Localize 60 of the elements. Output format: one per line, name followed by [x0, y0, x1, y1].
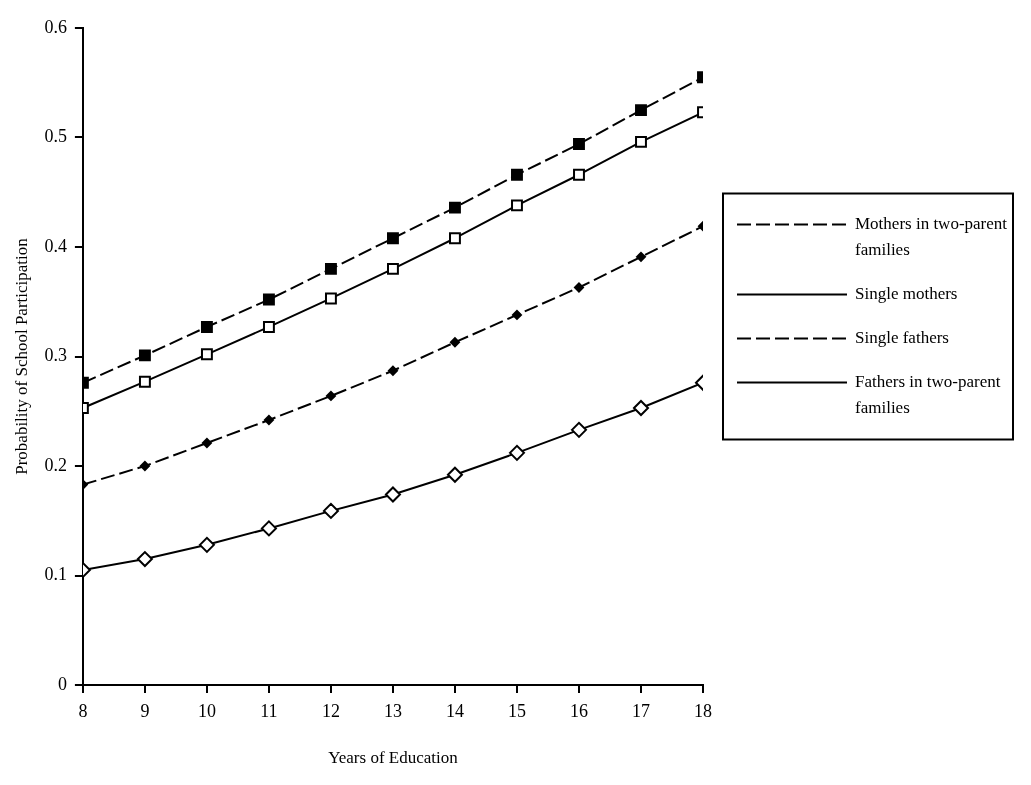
x-tick-label: 8	[78, 700, 88, 721]
point	[384, 486, 401, 503]
point	[387, 262, 399, 275]
x-tick-label: 12	[321, 700, 340, 721]
point	[511, 309, 522, 320]
y-tick-label: 0.2	[44, 454, 67, 475]
x-tick-label: 13	[383, 700, 402, 721]
point	[138, 349, 151, 362]
point	[573, 138, 585, 151]
y-tick-label: 0.1	[44, 564, 67, 585]
point	[449, 232, 461, 245]
point	[446, 466, 463, 483]
point	[322, 502, 339, 519]
point	[635, 251, 646, 262]
point	[136, 551, 153, 568]
text: Mothers in two-parent families	[855, 213, 1008, 259]
text: Single fathers	[855, 327, 949, 347]
x-axis-title: Years of Education	[328, 748, 459, 768]
y-axis-title: Probability of School Participation	[11, 237, 31, 475]
text: Fathers in two-parent families	[855, 371, 1001, 417]
point	[387, 365, 398, 376]
x-tick-label: 18	[694, 700, 712, 721]
point	[262, 320, 275, 333]
y-tick-label: 0.4	[44, 235, 67, 256]
point	[324, 262, 337, 275]
point	[260, 520, 277, 537]
x-tick-label: 16	[569, 700, 588, 721]
point	[262, 293, 275, 306]
point	[511, 199, 523, 212]
x-tick-label: 10	[197, 700, 216, 721]
point	[387, 232, 399, 245]
point	[635, 135, 647, 148]
x-tick-label: 14	[445, 700, 464, 721]
point	[325, 390, 336, 401]
point	[449, 201, 461, 214]
point	[200, 320, 213, 333]
point	[263, 415, 274, 426]
point	[508, 444, 525, 461]
y-tick-label: 0.6	[44, 16, 67, 37]
y-tick-label: 0.3	[44, 345, 67, 366]
point	[635, 104, 647, 117]
point	[324, 292, 337, 305]
point	[573, 168, 585, 181]
x-tick-label: 9	[140, 700, 150, 721]
point	[632, 399, 649, 416]
x-tick-label: 11	[260, 700, 278, 721]
point	[139, 461, 150, 471]
x-tick-label: 15	[507, 700, 526, 721]
point	[511, 168, 523, 181]
y-tick-label: 0	[57, 673, 67, 694]
x-tick-label: 17	[631, 700, 650, 721]
text: Single mothers	[855, 283, 958, 303]
point	[198, 536, 215, 553]
point	[200, 348, 213, 361]
point	[449, 337, 460, 348]
point	[570, 421, 587, 438]
point	[138, 375, 151, 388]
point	[573, 282, 584, 293]
y-tick-label: 0.5	[44, 126, 67, 147]
point	[201, 438, 212, 449]
